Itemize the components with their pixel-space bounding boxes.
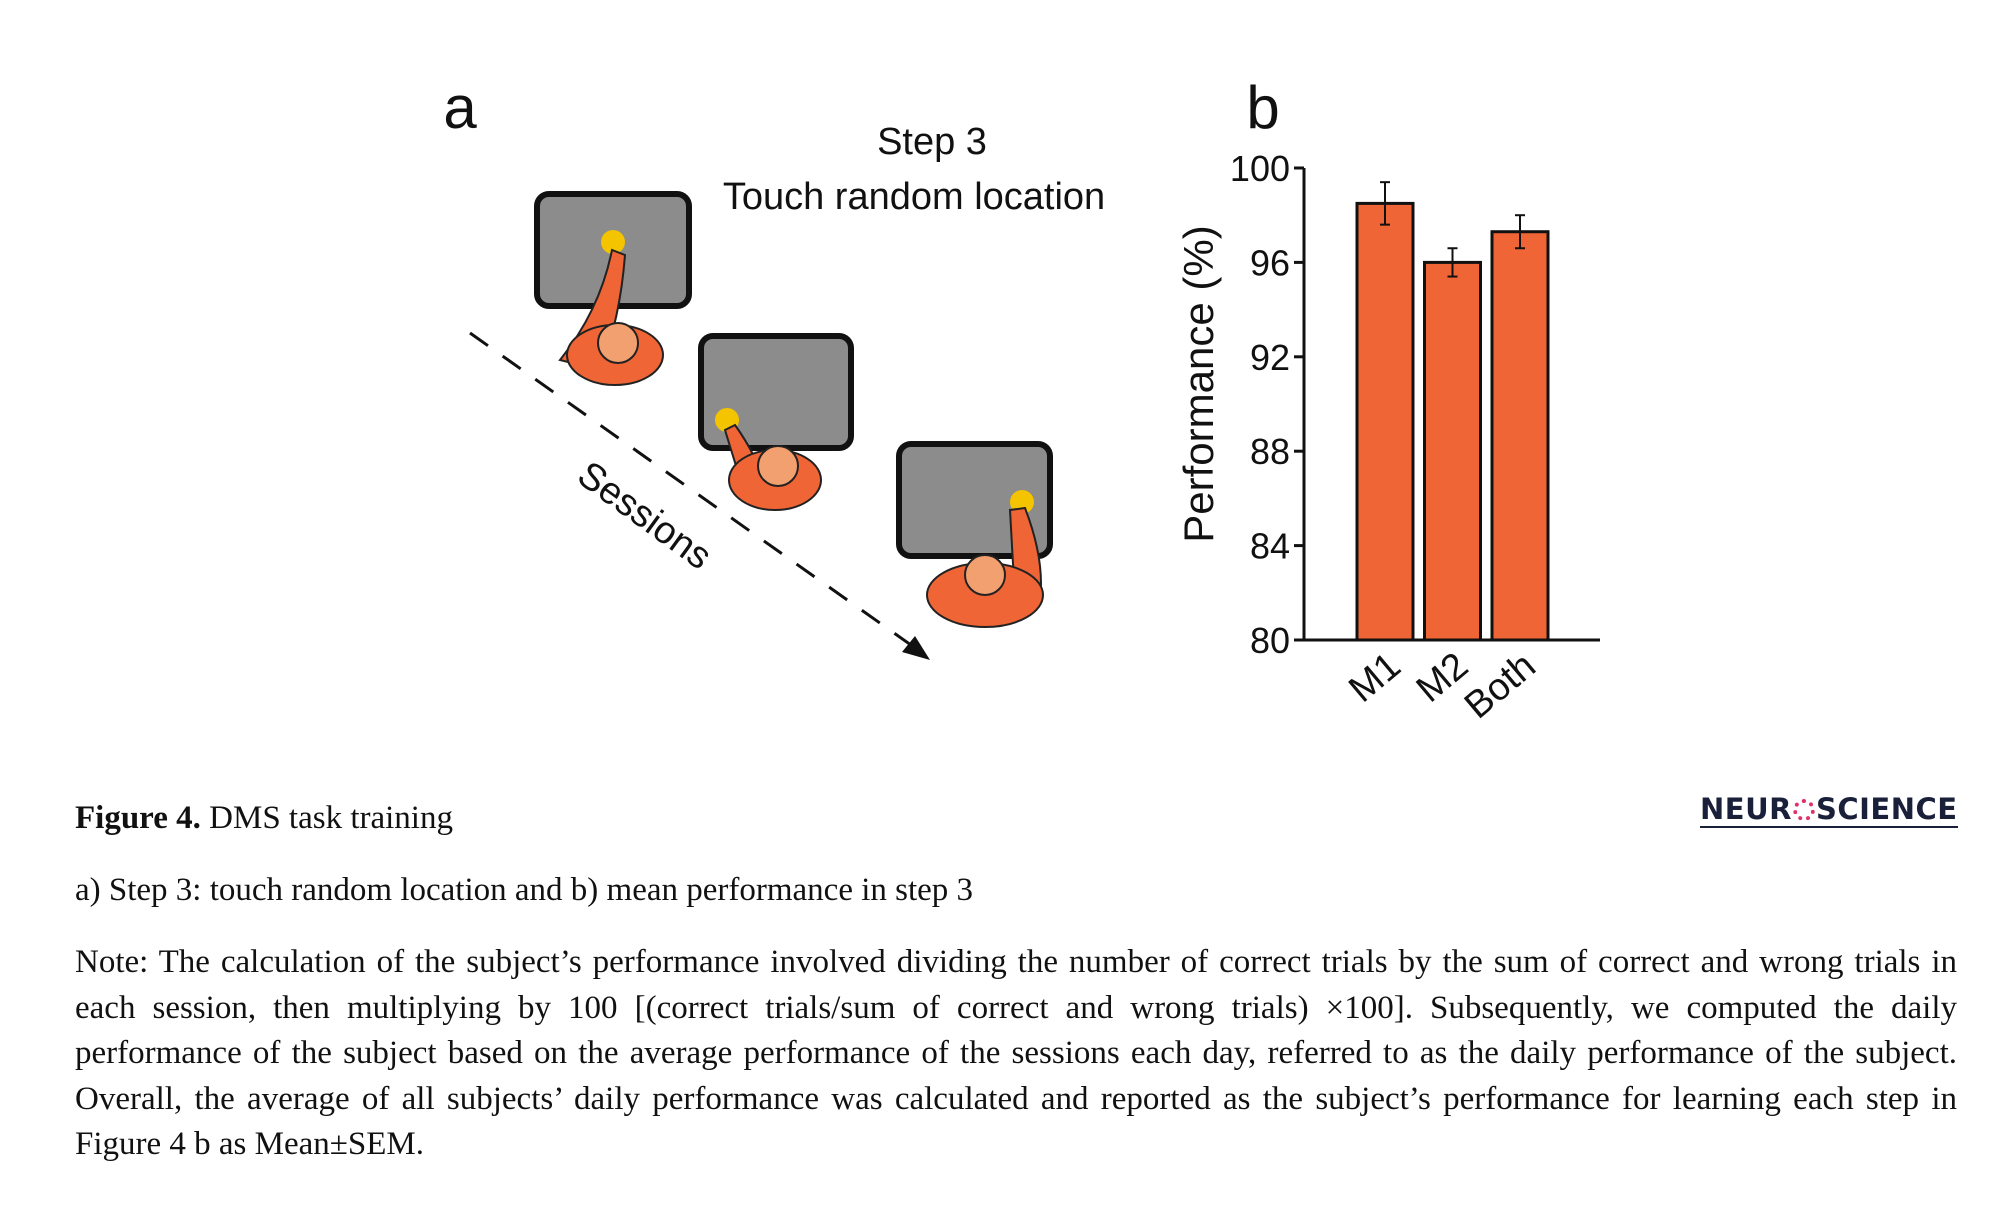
step-subtitle: Touch random location xyxy=(723,176,1105,218)
session-arrow xyxy=(469,331,919,652)
step-title: Step 3 xyxy=(877,121,987,163)
bar xyxy=(1490,230,1550,642)
sessions-label: Sessions xyxy=(570,454,719,579)
x-tick-label: M1 xyxy=(1341,645,1408,711)
caption-line: a) Step 3: touch random location and b) … xyxy=(75,872,974,908)
panel-label: a xyxy=(443,74,477,141)
y-tick-label: 92 xyxy=(1250,337,1290,378)
caption-note: Note: The calculation of the subject’s p… xyxy=(75,944,1957,1162)
bar xyxy=(1355,201,1415,642)
bar xyxy=(1423,260,1482,642)
y-tick-label: 100 xyxy=(1230,148,1290,189)
y-tick-label: 96 xyxy=(1250,242,1290,283)
logo-icon xyxy=(1792,799,1815,821)
logo-text: NEUR xyxy=(1700,792,1792,826)
y-axis-title: Performance (%) xyxy=(1175,225,1222,542)
panel-label: b xyxy=(1246,74,1279,141)
figure-number: Figure 4. xyxy=(75,800,201,836)
y-tick-label: 80 xyxy=(1250,620,1290,661)
figure-title: DMS task training xyxy=(209,800,453,836)
caption-title: Figure 4. DMS task training xyxy=(75,796,1957,842)
arrow-head xyxy=(902,636,930,660)
y-tick-label: 84 xyxy=(1250,526,1290,567)
logo: NEUR SCIENCE xyxy=(1700,792,1958,828)
illustration xyxy=(534,191,1053,628)
y-tick-label: 88 xyxy=(1250,431,1290,472)
x-tick-label: Both xyxy=(1457,645,1544,727)
figure: a Step 3 Touch random location Sessions … xyxy=(443,74,1600,727)
logo-text: SCIENCE xyxy=(1815,792,1958,826)
